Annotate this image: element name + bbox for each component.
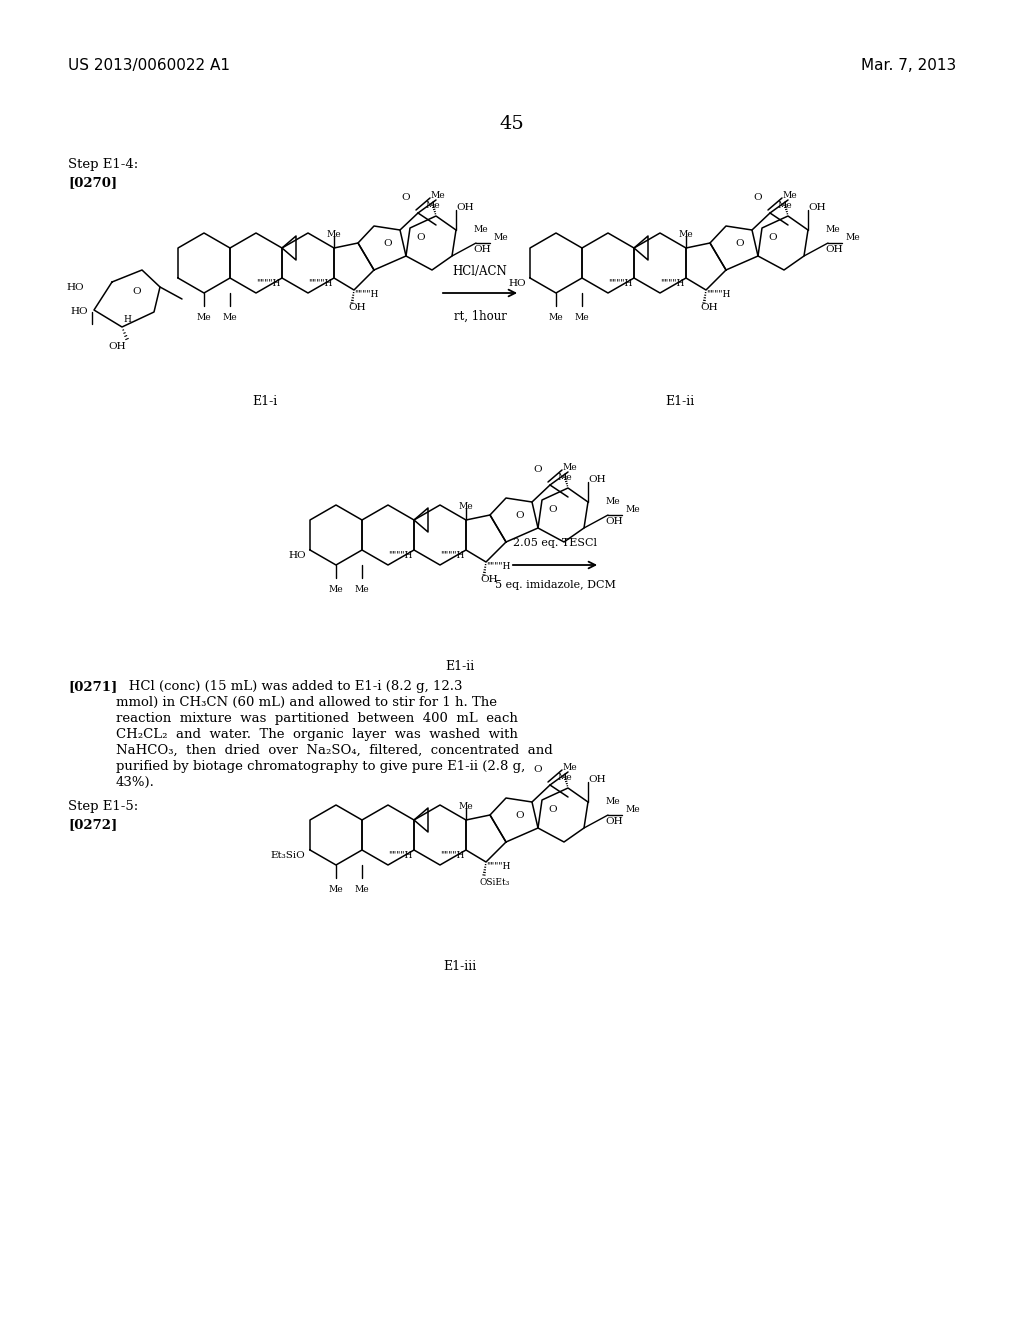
Text: """"H: """"H [354,290,379,300]
Text: Me: Me [562,763,578,772]
Text: H: H [123,315,131,325]
Text: rt, 1hour: rt, 1hour [454,310,507,323]
Text: Et₃SiO: Et₃SiO [270,850,305,859]
Text: HO: HO [508,279,526,288]
Text: Me: Me [329,884,343,894]
Text: O: O [769,234,777,243]
Text: [0272]: [0272] [68,818,118,832]
Text: Me: Me [605,797,620,807]
Text: Me: Me [778,202,793,210]
Text: OH: OH [456,203,474,213]
Text: reaction  mixture  was  partitioned  between  400  mL  each: reaction mixture was partitioned between… [116,711,518,725]
Text: OH: OH [348,304,366,312]
Text: Me: Me [558,474,572,483]
Text: O: O [133,288,141,297]
Text: """"H: """"H [388,550,413,560]
Text: OH: OH [700,304,718,312]
Text: Me: Me [782,191,798,201]
Text: NaHCO₃,  then  dried  over  Na₂SO₄,  filtered,  concentrated  and: NaHCO₃, then dried over Na₂SO₄, filtered… [116,744,553,756]
Text: O: O [549,506,557,515]
Text: O: O [754,194,762,202]
Text: OH: OH [588,475,605,484]
Text: O: O [735,239,744,248]
Text: Me: Me [329,585,343,594]
Text: Me: Me [825,226,840,235]
Text: Me: Me [459,502,473,511]
Text: OSiEt₃: OSiEt₃ [480,878,510,887]
Text: E1-ii: E1-ii [445,660,475,673]
Text: Me: Me [354,884,370,894]
Text: HO: HO [71,308,88,317]
Text: OH: OH [480,576,498,583]
Text: E1-ii: E1-ii [666,395,694,408]
Text: """"H: """"H [388,850,413,859]
Text: O: O [384,239,392,248]
Text: Me: Me [354,585,370,594]
Text: """"H: """"H [440,550,464,560]
Text: OH: OH [825,246,843,255]
Text: Me: Me [574,313,590,322]
Text: O: O [534,766,543,775]
Text: O: O [549,805,557,814]
Text: O: O [534,466,543,474]
Text: Me: Me [558,774,572,783]
Text: CH₂CL₂  and  water.  The  organic  layer  was  washed  with: CH₂CL₂ and water. The organic layer was … [116,729,518,741]
Text: 2.05 eq. TESCl: 2.05 eq. TESCl [513,539,597,548]
Text: HCl (conc) (15 mL) was added to E1-i (8.2 g, 12.3: HCl (conc) (15 mL) was added to E1-i (8.… [116,680,463,693]
Text: O: O [516,810,524,820]
Text: E1-i: E1-i [252,395,278,408]
Text: Me: Me [625,805,640,814]
Text: O: O [401,194,411,202]
Text: """"H: """"H [608,279,633,288]
Text: """"H: """"H [308,279,333,288]
Text: Me: Me [473,226,487,235]
Text: Me: Me [562,463,578,473]
Text: E1-iii: E1-iii [443,960,476,973]
Text: HCl/ACN: HCl/ACN [453,265,507,279]
Text: Step E1-4:: Step E1-4: [68,158,138,172]
Text: 43%).: 43%). [116,776,155,789]
Text: Me: Me [327,230,341,239]
Text: """"H: """"H [486,862,510,871]
Text: OH: OH [605,817,623,826]
Text: OH: OH [588,776,605,784]
Text: Me: Me [426,202,440,210]
Text: Me: Me [431,191,445,201]
Text: Me: Me [605,498,620,507]
Text: """"H: """"H [706,290,730,300]
Text: mmol) in CH₃CN (60 mL) and allowed to stir for 1 h. The: mmol) in CH₃CN (60 mL) and allowed to st… [116,696,497,709]
Text: Step E1-5:: Step E1-5: [68,800,138,813]
Text: OH: OH [605,517,623,527]
Text: """"H: """"H [660,279,684,288]
Text: [0270]: [0270] [68,176,117,189]
Text: """"H: """"H [440,850,464,859]
Text: """"H: """"H [486,562,510,572]
Text: OH: OH [808,203,825,213]
Text: Mar. 7, 2013: Mar. 7, 2013 [861,58,956,73]
Text: 45: 45 [500,115,524,133]
Text: Me: Me [549,313,563,322]
Text: HO: HO [289,550,306,560]
Text: [0271]: [0271] [68,680,118,693]
Text: Me: Me [625,506,640,515]
Text: OH: OH [473,246,490,255]
Text: Me: Me [197,313,211,322]
Text: Me: Me [493,234,508,243]
Text: OH: OH [109,342,126,351]
Text: """"H: """"H [256,279,281,288]
Text: Me: Me [459,803,473,810]
Text: O: O [417,234,425,243]
Text: O: O [516,511,524,520]
Text: Me: Me [222,313,238,322]
Text: HO: HO [67,282,84,292]
Text: US 2013/0060022 A1: US 2013/0060022 A1 [68,58,230,73]
Text: purified by biotage chromatography to give pure E1-ii (2.8 g,: purified by biotage chromatography to gi… [116,760,525,774]
Text: 5 eq. imidazole, DCM: 5 eq. imidazole, DCM [495,579,615,590]
Text: Me: Me [845,234,859,243]
Text: Me: Me [679,230,693,239]
